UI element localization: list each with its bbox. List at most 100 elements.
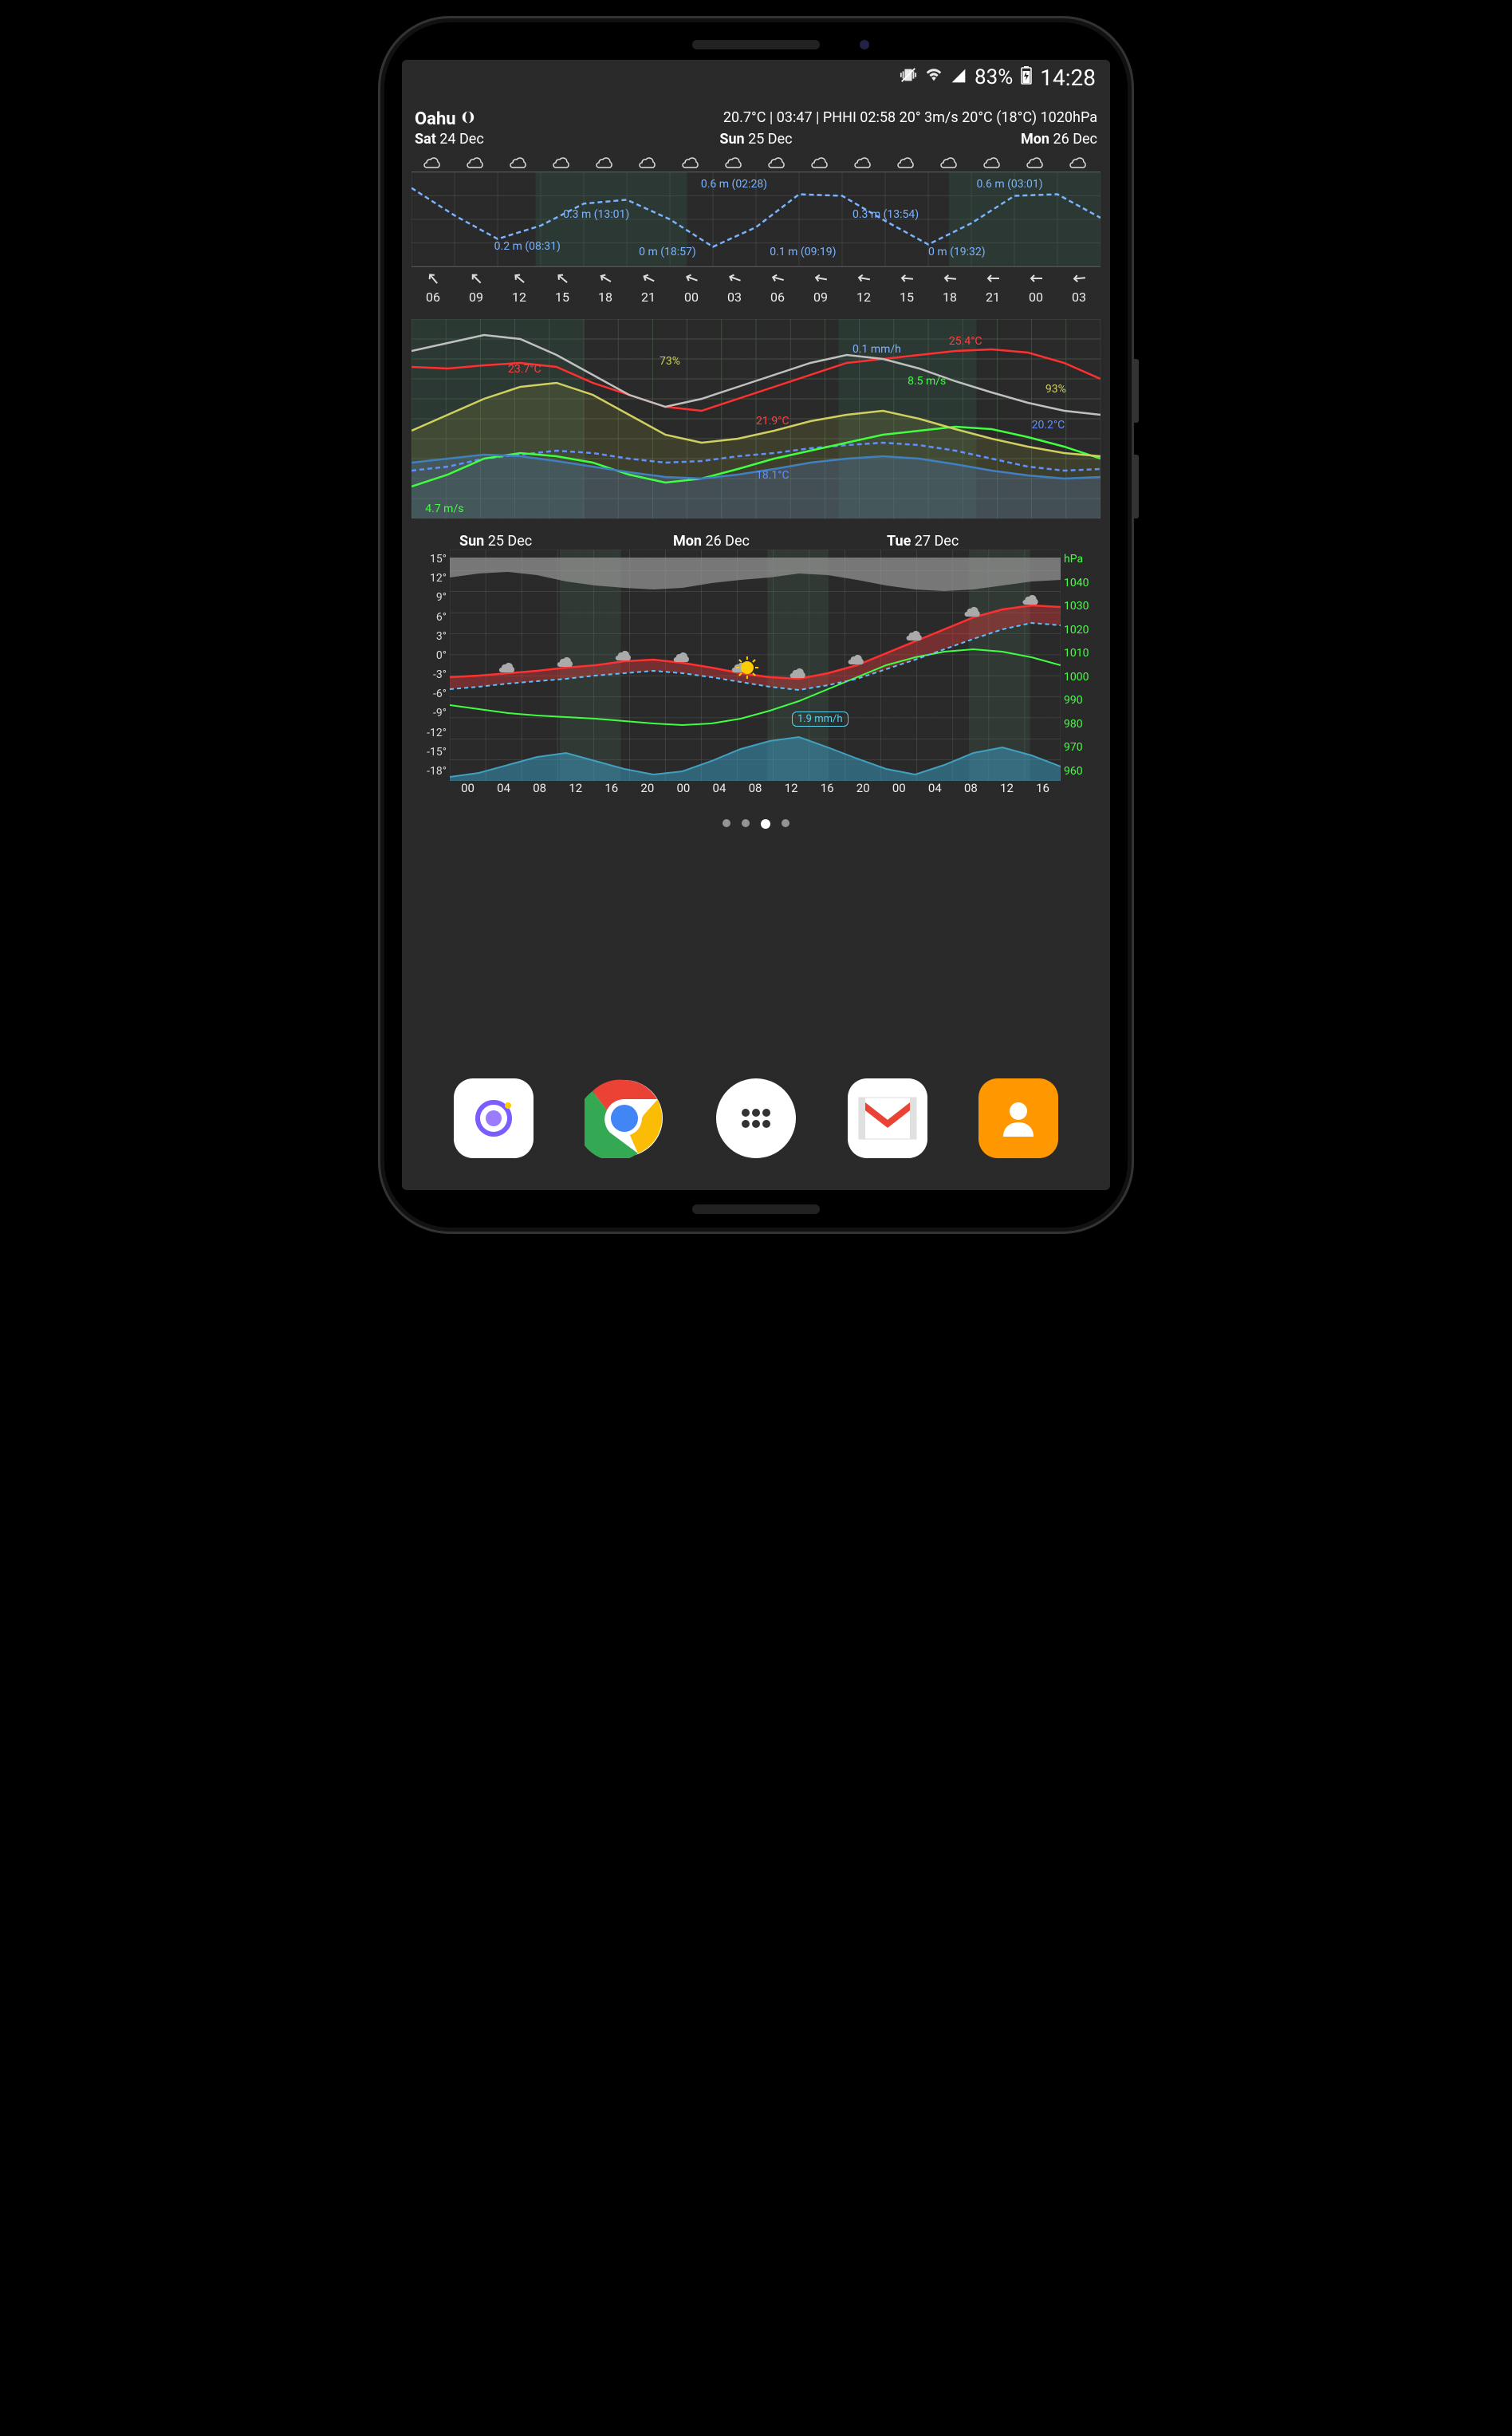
pressure-tick: 1040 — [1064, 577, 1097, 589]
clock-text: 14:28 — [1040, 65, 1096, 91]
temp-tick: 15° — [415, 553, 447, 566]
hour-label: 04 — [917, 781, 953, 795]
day-label: Mon 26 Dec — [870, 131, 1097, 148]
weather-cloud-icon — [756, 151, 799, 170]
phone-side-button-2 — [1134, 455, 1139, 518]
day-label: Mon 26 Dec — [673, 533, 887, 550]
tide-value-label: 0 m (18:57) — [639, 246, 696, 258]
temp-tick: 6° — [415, 611, 447, 624]
wind-arrow-icon — [498, 270, 541, 286]
hour-label: 12 — [498, 290, 541, 305]
weather-cloud-icon — [885, 151, 928, 170]
day-label: Sat 24 Dec — [415, 131, 642, 148]
tide-value-label: 0.3 m (13:01) — [563, 208, 629, 221]
location-name: Oahu — [415, 109, 456, 129]
page-dot[interactable] — [742, 819, 750, 827]
temp-tick: 12° — [415, 572, 447, 585]
moon-phase-icon — [461, 109, 475, 129]
camera-app-icon[interactable] — [454, 1078, 534, 1158]
wind-arrow-icon — [670, 270, 713, 286]
chart-value-label: 73% — [660, 355, 680, 368]
battery-charging-icon — [1021, 65, 1032, 90]
wind-arrow-icon — [541, 270, 584, 286]
wind-arrow-icon — [928, 270, 971, 286]
meteogram-hours: 0004081216200004081216200004081216 — [411, 781, 1101, 795]
tide-value-label: 0.1 m (09:19) — [770, 246, 836, 258]
wind-arrow-icon — [842, 270, 885, 286]
temp-tick: 9° — [415, 591, 447, 604]
wind-arrow-icon — [455, 270, 498, 286]
page-dot[interactable] — [723, 819, 730, 827]
chart-value-label: 23.7°C — [508, 363, 541, 376]
hour-label: 16 — [809, 781, 845, 795]
hour-label: 00 — [1014, 290, 1057, 305]
pressure-tick: 970 — [1064, 741, 1097, 754]
chrome-app-icon[interactable] — [585, 1078, 664, 1158]
wind-arrow-icon — [713, 270, 756, 286]
day-label: Tue 27 Dec — [887, 533, 1101, 550]
hour-label: 21 — [627, 290, 670, 305]
page-indicator[interactable] — [402, 819, 1110, 829]
contacts-app-icon[interactable] — [978, 1078, 1058, 1158]
phone-speaker-bottom — [692, 1204, 820, 1214]
weather-cloud-icon — [842, 151, 885, 170]
precip-label: 1.9 mm/h — [792, 711, 849, 727]
hour-label: 00 — [881, 781, 917, 795]
hour-label: 03 — [1057, 290, 1101, 305]
page-dot[interactable] — [761, 819, 770, 829]
day-header-row: Sat 24 DecSun 25 DecMon 26 Dec — [411, 129, 1101, 149]
phone-frame: 83% 14:28 Oahu 20.7°C | 03:47 | PHHI 02:… — [378, 16, 1134, 1234]
hour-label: 12 — [842, 290, 885, 305]
weather-widget-tide[interactable]: Oahu 20.7°C | 03:47 | PHHI 02:58 20° 3m/… — [411, 109, 1101, 305]
wind-arrow-icon — [756, 270, 799, 286]
hour-label: 16 — [593, 781, 629, 795]
weather-cloud-icon — [1014, 151, 1057, 170]
chart-value-label: 0.1 mm/h — [852, 343, 901, 356]
phone-screen[interactable]: 83% 14:28 Oahu 20.7°C | 03:47 | PHHI 02:… — [402, 60, 1110, 1190]
chart-value-label: 21.9°C — [756, 415, 789, 428]
temp-now: 20.7°C — [723, 109, 766, 126]
meteogram-days: Sun 25 DecMon 26 DecTue 27 Dec — [411, 533, 1101, 550]
wind-arrow-icon — [799, 270, 842, 286]
meteogram-pressure-axis: hPa10401030102010101000990980970960 — [1061, 550, 1101, 781]
page-dot[interactable] — [782, 819, 789, 827]
wifi-icon — [925, 65, 943, 89]
temp-tick: -6° — [415, 688, 447, 700]
chart-value-label: 93% — [1045, 383, 1066, 396]
phone-speaker — [692, 40, 820, 49]
hour-label: 12 — [774, 781, 809, 795]
hour-label: 08 — [738, 781, 774, 795]
hour-label: 08 — [522, 781, 557, 795]
hour-label: 04 — [701, 781, 737, 795]
pressure-tick: 1010 — [1064, 647, 1097, 660]
pressure-tick: 1030 — [1064, 600, 1097, 613]
weather-cloud-icon — [670, 151, 713, 170]
chart-value-label: 20.2°C — [1032, 419, 1065, 432]
wind-arrows-row — [411, 267, 1101, 290]
temp-tick: -3° — [415, 668, 447, 681]
app-dock — [402, 1078, 1110, 1158]
weather-widget-multi[interactable]: 23.7°C73%4.7 m/s18.1°C21.9°C0.1 mm/h25.4… — [411, 319, 1101, 518]
weather-icons-row — [411, 149, 1101, 171]
hour-label: 00 — [665, 781, 701, 795]
pressure-tick: 1000 — [1064, 671, 1097, 684]
temp-tick: 0° — [415, 649, 447, 662]
weather-widget-meteogram[interactable]: Sun 25 DecMon 26 DecTue 27 Dec 15° 12° 9° 6… — [411, 533, 1101, 795]
weather-cloud-icon — [455, 151, 498, 170]
hour-label: 12 — [989, 781, 1025, 795]
wind-arrow-icon — [885, 270, 928, 286]
pressure-tick: 960 — [1064, 765, 1097, 778]
hour-labels-row: 06091215182100030609121518210003 — [411, 290, 1101, 305]
status-bar: 83% 14:28 — [402, 60, 1110, 95]
gmail-app-icon[interactable] — [848, 1078, 927, 1158]
weather-cloud-icon — [928, 151, 971, 170]
hour-label: 08 — [953, 781, 989, 795]
apps-drawer-icon[interactable] — [716, 1078, 796, 1158]
meteogram-plot: 1.9 mm/h — [450, 550, 1061, 781]
hour-label: 00 — [450, 781, 486, 795]
pressure-unit: hPa — [1064, 553, 1097, 566]
weather-cloud-icon — [411, 151, 455, 170]
tide-value-label: 0 m (19:32) — [928, 246, 986, 258]
weather-cloud-icon — [584, 151, 627, 170]
weather-cloud-icon — [799, 151, 842, 170]
